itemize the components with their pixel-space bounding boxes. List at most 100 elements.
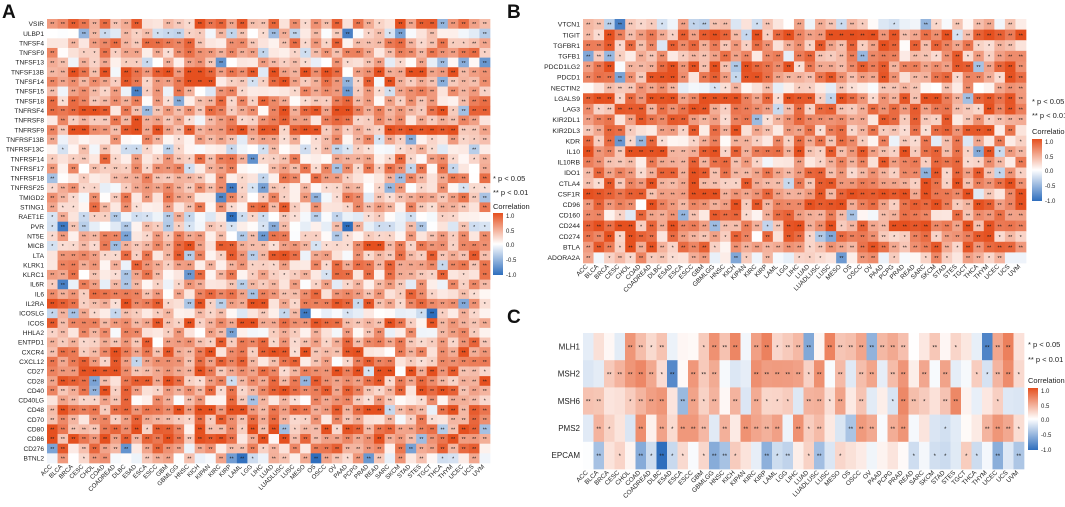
significance-mark: ** <box>314 418 318 424</box>
significance-mark: ** <box>293 167 297 173</box>
heatmap-cell <box>405 192 417 203</box>
heatmap-cell <box>342 76 354 87</box>
heatmap-cell <box>373 308 385 319</box>
heatmap-cell <box>257 47 269 58</box>
significance-mark: ** <box>472 99 476 105</box>
significance-mark: * <box>241 196 243 202</box>
significance-mark: * <box>241 428 243 434</box>
significance-mark: * <box>357 148 359 154</box>
significance-mark: ** <box>92 408 96 414</box>
heatmap-cell <box>279 250 290 261</box>
significance-mark: * <box>294 418 296 424</box>
heatmap-cell <box>173 453 185 464</box>
significance-mark: ** <box>145 437 149 443</box>
significance-mark: ** <box>282 41 286 47</box>
heatmap-cell <box>437 96 449 107</box>
significance-mark: ** <box>177 263 181 269</box>
significance-mark: ** <box>409 292 413 298</box>
heatmap-cell <box>363 308 375 319</box>
heatmap-cell <box>99 192 111 203</box>
significance-mark: ** <box>430 235 434 241</box>
significance-mark: ** <box>388 51 392 57</box>
significance-mark: ** <box>145 408 149 414</box>
heatmap-cell <box>373 115 385 126</box>
heatmap-cell <box>99 250 111 261</box>
heatmap-cell <box>458 115 470 126</box>
heatmap-cell <box>310 19 322 30</box>
significance-mark: ** <box>377 331 381 337</box>
heatmap-cell <box>667 135 679 147</box>
significance-mark: * <box>188 225 190 231</box>
significance-mark: ** <box>261 273 265 279</box>
heatmap-cell <box>247 57 259 68</box>
significance-mark: ** <box>61 331 65 337</box>
heatmap-cell <box>373 28 385 39</box>
significance-mark: ** <box>303 457 307 463</box>
significance-mark: ** <box>324 350 328 356</box>
heatmap-cell <box>89 279 101 290</box>
significance-mark: ** <box>103 80 107 86</box>
significance-mark: ** <box>324 302 328 308</box>
significance-mark: * <box>325 341 327 347</box>
significance-mark: * <box>357 167 359 173</box>
significance-mark: ** <box>230 254 234 260</box>
significance-mark: ** <box>335 379 339 385</box>
heatmap-cell <box>479 163 491 174</box>
significance-mark: ** <box>472 302 476 308</box>
heatmap-cell <box>152 183 164 194</box>
significance-mark: ** <box>240 418 244 424</box>
significance-mark: ** <box>261 437 265 443</box>
heatmap-cell <box>47 19 58 30</box>
heatmap-cell <box>331 308 343 319</box>
heatmap-cell <box>131 183 143 194</box>
significance-mark: ** <box>398 167 402 173</box>
significance-mark: ** <box>92 235 96 241</box>
heatmap-cell <box>300 67 312 78</box>
heatmap-cell <box>395 414 406 425</box>
heatmap-cell <box>257 28 269 39</box>
significance-mark: * <box>347 206 349 212</box>
significance-mark: ** <box>409 206 413 212</box>
significance-mark: * <box>262 283 264 289</box>
significance-mark: ** <box>208 331 212 337</box>
heatmap-cell <box>205 212 217 223</box>
heatmap-cell <box>184 279 196 290</box>
significance-mark: ** <box>208 138 212 144</box>
heatmap-cell <box>257 57 269 68</box>
significance-mark: ** <box>483 157 487 163</box>
significance-mark: ** <box>388 341 392 347</box>
significance-mark: * <box>157 312 159 318</box>
row-label: ENTPD1 <box>18 340 44 347</box>
significance-mark: * <box>463 273 465 279</box>
heatmap-cell <box>184 86 196 97</box>
heatmap-cell <box>342 57 354 68</box>
significance-mark: ** <box>50 350 54 356</box>
significance-mark: ** <box>71 109 75 115</box>
row-label: PDCD1 <box>557 75 580 82</box>
heatmap-cell <box>395 47 406 58</box>
significance-mark: ** <box>208 350 212 356</box>
heatmap-cell <box>384 38 396 49</box>
significance-mark: ** <box>145 370 149 376</box>
significance-mark: ** <box>251 418 255 424</box>
significance-mark: ** <box>124 437 128 443</box>
significance-mark: * <box>294 273 296 279</box>
significance-mark: ** <box>71 399 75 405</box>
significance-mark: ** <box>124 32 128 38</box>
significance-mark: ** <box>324 177 328 183</box>
heatmap-cell <box>310 86 322 97</box>
heatmap-cell <box>131 241 143 252</box>
heatmap-cell <box>215 395 227 406</box>
significance-mark: * <box>473 292 475 298</box>
heatmap-cell <box>331 173 343 184</box>
significance-mark: ** <box>409 225 413 231</box>
heatmap-cell <box>941 19 953 30</box>
heatmap-cell <box>395 173 406 184</box>
significance-mark: ** <box>346 341 350 347</box>
significance-mark: ** <box>483 206 487 212</box>
row-label: TNFSF15 <box>15 89 44 96</box>
heatmap-cell <box>373 250 385 261</box>
significance-mark: ** <box>451 283 455 289</box>
significance-mark: ** <box>335 177 339 183</box>
significance-mark: ** <box>293 41 297 47</box>
